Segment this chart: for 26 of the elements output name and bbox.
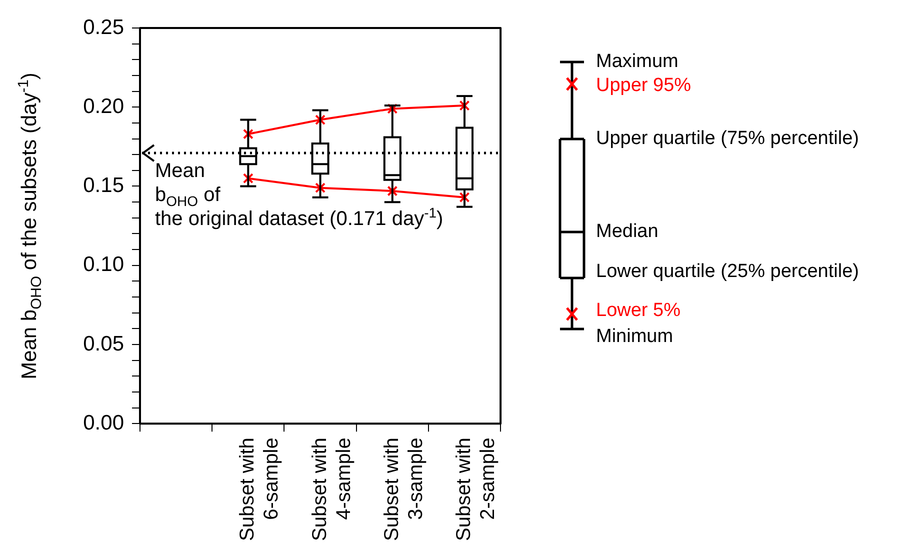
point bbox=[242, 173, 254, 184]
text: Maximum bbox=[596, 51, 678, 73]
y-tick-label: 0.10 bbox=[83, 253, 124, 276]
point bbox=[459, 100, 470, 111]
text: Minimum bbox=[596, 326, 674, 348]
y-tick-label: 0.05 bbox=[83, 332, 124, 356]
x-tick-label: Subset with 6-sample bbox=[236, 438, 283, 541]
point bbox=[242, 128, 254, 140]
y-tick-label: 0.25 bbox=[83, 16, 124, 39]
y-tick-label: 0.15 bbox=[83, 174, 124, 198]
x-tick-label: Subset with 4-sample bbox=[308, 438, 355, 541]
point bbox=[315, 114, 326, 126]
point bbox=[387, 186, 398, 196]
legend-label: Lower 5% bbox=[596, 300, 680, 322]
legend-label: Upper 95% bbox=[596, 75, 692, 97]
text: Lower quartile (25% percentile) bbox=[596, 261, 859, 283]
y-tick-label: 0.20 bbox=[83, 94, 124, 118]
x-tick-label: Subset with 3-sample bbox=[380, 438, 427, 541]
ref-line-label: Mean b$_{OHO}$ of the original dataset (0.171 day$^{-1}$) bbox=[155, 159, 444, 231]
text: Upper quartile (75% percentile) bbox=[596, 128, 859, 150]
x-tick-label: Subset with 2-sample bbox=[453, 438, 500, 541]
y-tick-label: 0.00 bbox=[83, 411, 124, 434]
point bbox=[459, 192, 470, 203]
point bbox=[315, 182, 326, 194]
text: Median bbox=[596, 221, 658, 243]
point bbox=[387, 103, 398, 114]
